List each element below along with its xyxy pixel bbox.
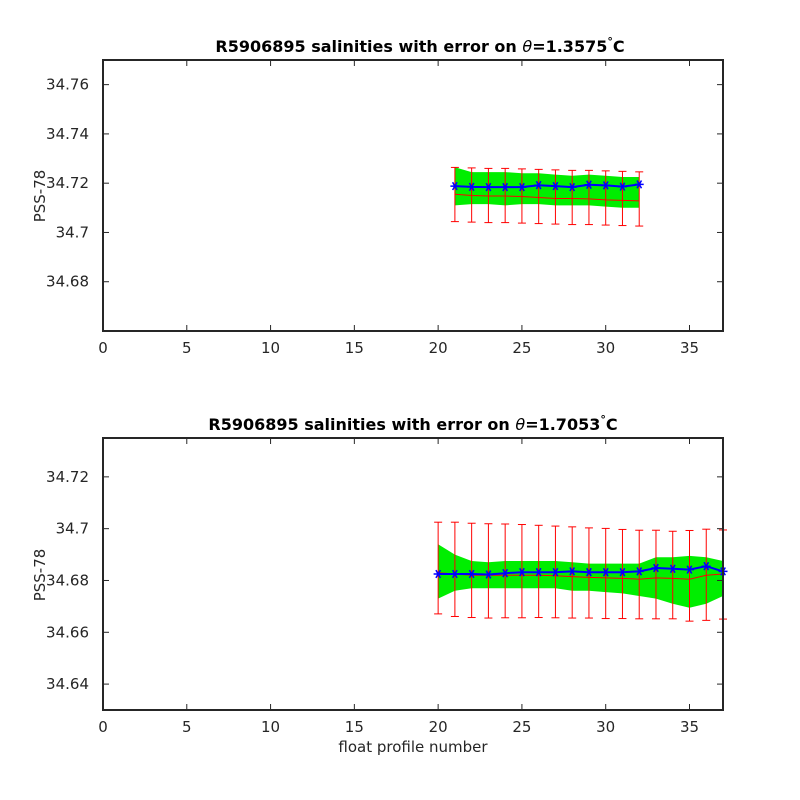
data-point-marker	[517, 182, 527, 192]
x-tick-label: 25	[512, 339, 531, 357]
x-tick-label: 10	[261, 718, 280, 736]
data-point-marker	[618, 567, 627, 577]
data-point-marker	[584, 180, 594, 189]
y-tick-label: 34.74	[46, 125, 89, 143]
x-tick-label: 0	[98, 339, 108, 357]
data-point-marker	[634, 180, 644, 189]
axes-box	[102, 59, 724, 332]
x-tick-label: 5	[182, 718, 192, 736]
x-tick-label: 20	[429, 339, 448, 357]
y-axis-label: PSS-78	[31, 549, 49, 602]
chart-panel-top: R5906895 salinities with error on θ=1.35…	[31, 35, 724, 357]
y-tick-label: 34.76	[46, 76, 89, 94]
x-tick-label: 15	[345, 718, 364, 736]
chart-panel-bottom: R5906895 salinities with error on θ=1.70…	[31, 413, 728, 756]
data-point-marker	[534, 180, 544, 190]
title-text: R5906895 salinities with error on	[208, 415, 515, 434]
x-tick-label: 0	[98, 718, 108, 736]
x-tick-label: 5	[182, 339, 192, 357]
data-point-marker	[567, 182, 577, 192]
x-tick-label: 15	[345, 339, 364, 357]
data-point-marker	[534, 567, 544, 577]
x-tick-label: 10	[261, 339, 280, 357]
title-value: =1.7053	[525, 415, 600, 434]
y-tick-label: 34.72	[46, 468, 89, 486]
x-axis-label: float profile number	[338, 738, 488, 756]
y-tick-label: 34.72	[46, 174, 89, 192]
data-point-marker	[601, 181, 611, 190]
chart-title: R5906895 salinities with error on θ=1.35…	[215, 35, 624, 56]
title-degree: °	[600, 413, 606, 426]
y-tick-label: 34.7	[56, 520, 89, 538]
y-tick-label: 34.7	[56, 223, 89, 241]
data-point-marker	[685, 565, 694, 574]
y-tick-label: 34.68	[46, 571, 89, 589]
x-tick-label: 35	[680, 339, 699, 357]
data-point-marker	[433, 569, 443, 579]
data-point-marker	[467, 569, 477, 579]
y-tick-label: 34.68	[46, 273, 89, 291]
data-point-marker	[550, 181, 560, 191]
y-tick-label: 34.66	[46, 623, 89, 641]
plot-area	[450, 166, 644, 227]
x-tick-label: 20	[429, 718, 448, 736]
title-unit: C	[606, 415, 618, 434]
data-point-marker	[601, 567, 611, 577]
error-band	[438, 544, 723, 608]
chart-title: R5906895 salinities with error on θ=1.70…	[208, 413, 617, 434]
data-point-marker	[450, 181, 460, 191]
mean-salinity-line	[454, 193, 640, 202]
x-tick-label: 30	[596, 339, 615, 357]
title-unit: C	[613, 37, 625, 56]
data-point-marker	[517, 567, 527, 577]
data-point-marker	[584, 567, 594, 577]
data-point-marker	[567, 567, 577, 576]
data-point-marker	[500, 568, 510, 578]
data-point-marker	[450, 569, 460, 579]
data-point-marker	[500, 182, 510, 192]
data-point-marker	[651, 563, 661, 573]
data-point-marker	[668, 564, 678, 574]
x-tick-label: 35	[680, 718, 699, 736]
data-point-marker	[701, 561, 711, 571]
title-theta: θ	[515, 415, 525, 434]
plot-area	[433, 521, 728, 622]
data-point-marker	[483, 182, 493, 192]
x-tick-label: 25	[512, 718, 531, 736]
data-point-marker	[483, 570, 493, 579]
title-theta: θ	[522, 37, 532, 56]
data-point-marker	[467, 182, 477, 192]
error-band	[454, 167, 640, 208]
data-point-marker	[550, 567, 560, 577]
data-point-marker	[634, 567, 644, 576]
x-tick-label: 30	[596, 718, 615, 736]
data-point-marker	[618, 182, 627, 191]
title-degree: °	[607, 35, 613, 48]
title-text: R5906895 salinities with error on	[215, 37, 522, 56]
axes-box	[102, 437, 724, 711]
title-value: =1.3575	[532, 37, 607, 56]
y-tick-label: 34.64	[46, 675, 89, 693]
y-axis-label: PSS-78	[31, 170, 49, 223]
